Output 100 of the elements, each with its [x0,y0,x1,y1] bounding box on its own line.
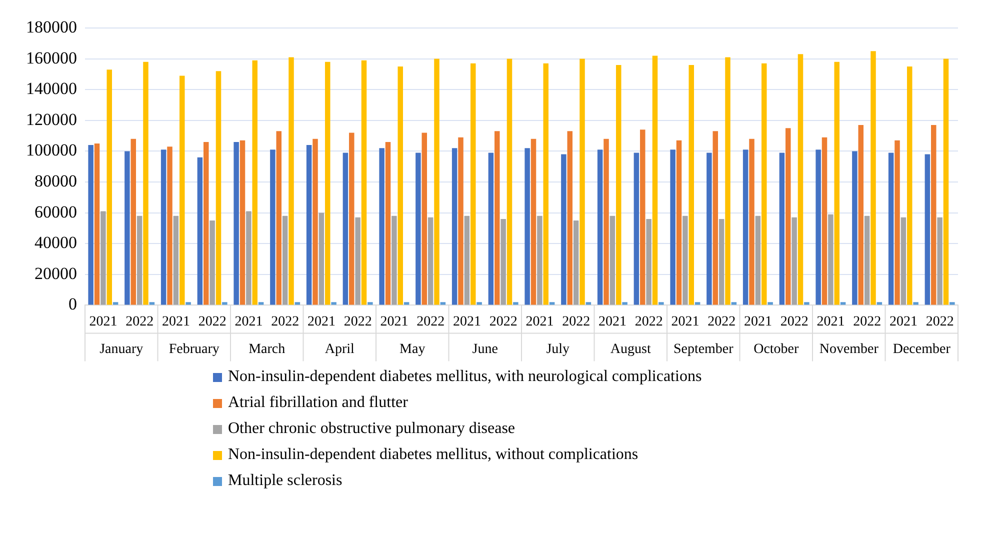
bar [240,140,246,305]
bar [924,154,930,305]
text: July [546,342,570,357]
legend-label: Atrial fibrillation and flutter [228,394,408,412]
bar [561,154,566,305]
bar [470,63,476,305]
bar [652,56,658,305]
bar [252,60,258,305]
bar [385,142,391,305]
x-tick-label: 2022 [780,314,808,330]
text: April [324,342,355,357]
bar [124,151,130,305]
bar [136,216,142,305]
text: December [892,342,951,357]
bar [324,62,330,305]
bar [718,218,724,305]
bar [870,51,876,305]
text: November [819,342,879,357]
y-tick-label: 100000 [26,140,77,160]
bar [950,302,955,305]
bar [500,218,506,305]
x-tick-label: 2022 [416,314,445,330]
bar [100,211,106,305]
bar [306,145,312,305]
text: February [168,342,220,357]
bar [197,157,203,305]
bar [222,302,228,305]
bar [294,302,300,305]
bar [597,150,603,305]
y-tick-label: 20000 [34,264,77,283]
bar [361,60,367,305]
x-tick-label: 2021 [526,314,554,330]
x-tick-label: 2022 [708,314,736,330]
bar [840,302,846,305]
y-tick-label: 120000 [26,110,77,129]
bar [513,302,518,305]
x-tick-label: 2021 [598,314,626,330]
bar [106,70,112,305]
x-tick-label: 2022 [562,314,590,330]
bar [349,132,354,305]
x-tick-label: 2022 [926,314,954,330]
bar [312,138,318,305]
bar [694,302,700,305]
bar [888,152,894,305]
bar [404,302,410,305]
bar [640,130,646,305]
bar [318,212,324,305]
y-tick-label: 80000 [34,171,77,190]
bar [416,152,421,305]
bar [506,58,512,305]
x-tick-label: 2021 [89,314,118,330]
bar [186,302,191,305]
x-tick-label: 2022 [634,314,663,330]
text: October [754,342,800,357]
bar [458,137,464,305]
bar [368,302,373,305]
bar [258,302,264,305]
text: June [472,342,498,357]
bar [876,302,882,305]
bar [88,145,94,305]
y-tick-label: 0 [68,294,77,314]
bar [204,142,209,305]
bar [112,302,118,305]
bar [742,150,748,305]
bar [931,125,936,305]
bar [610,216,616,305]
bar [331,302,336,305]
bar [792,217,797,305]
bar [828,214,834,305]
bar [246,211,252,305]
bar [900,217,906,305]
bar [434,58,440,305]
bar [452,148,458,305]
bar [173,216,179,305]
x-tick-label: 2022 [271,314,300,330]
bar [379,148,384,305]
x-tick-label: 2022 [198,314,226,330]
text: March [248,342,286,357]
bar [440,302,446,305]
bar [755,216,761,305]
bar [94,144,100,305]
bar [580,58,585,305]
bar [937,217,942,305]
x-tick-label: 2021 [889,314,918,330]
bar [749,138,754,305]
bar [816,150,821,305]
bar [270,150,276,305]
bar [906,66,912,305]
x-tick-label: 2022 [853,314,882,330]
bar [682,216,688,305]
x-tick-label: 2021 [744,314,772,330]
bar [943,58,949,305]
bar [834,62,840,305]
x-tick-label: 2021 [671,314,700,330]
text: September [673,342,734,357]
bar [216,71,222,305]
x-tick-label: 2022 [489,314,518,330]
bar [768,302,773,305]
x-tick-label: 2022 [344,314,372,330]
bar [167,146,172,305]
